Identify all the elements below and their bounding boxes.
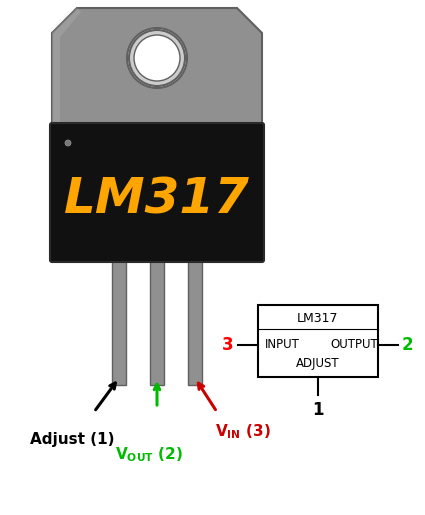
Circle shape	[65, 140, 71, 146]
Bar	[258, 305, 378, 377]
Circle shape	[127, 28, 187, 88]
Text: OUTPUT: OUTPUT	[330, 338, 378, 352]
Bar	[150, 258, 164, 385]
Text: $\mathbf{V_{IN}}$ (3): $\mathbf{V_{IN}}$ (3)	[215, 422, 271, 441]
Text: INPUT: INPUT	[264, 338, 300, 352]
Polygon shape	[52, 8, 262, 183]
Text: $\mathbf{V_{OUT}}$ (2): $\mathbf{V_{OUT}}$ (2)	[115, 445, 183, 464]
FancyBboxPatch shape	[50, 123, 264, 262]
Text: Adjust (1): Adjust (1)	[30, 432, 114, 447]
Text: 1: 1	[312, 401, 324, 419]
Text: ADJUST: ADJUST	[296, 356, 340, 369]
Text: 2: 2	[402, 336, 414, 354]
Circle shape	[134, 35, 180, 81]
Text: LM317: LM317	[297, 313, 339, 325]
Circle shape	[129, 30, 185, 86]
Text: LM317: LM317	[64, 176, 250, 224]
Bar	[188, 258, 202, 385]
Bar	[112, 258, 126, 385]
Polygon shape	[52, 8, 81, 183]
Text: 3: 3	[222, 336, 234, 354]
